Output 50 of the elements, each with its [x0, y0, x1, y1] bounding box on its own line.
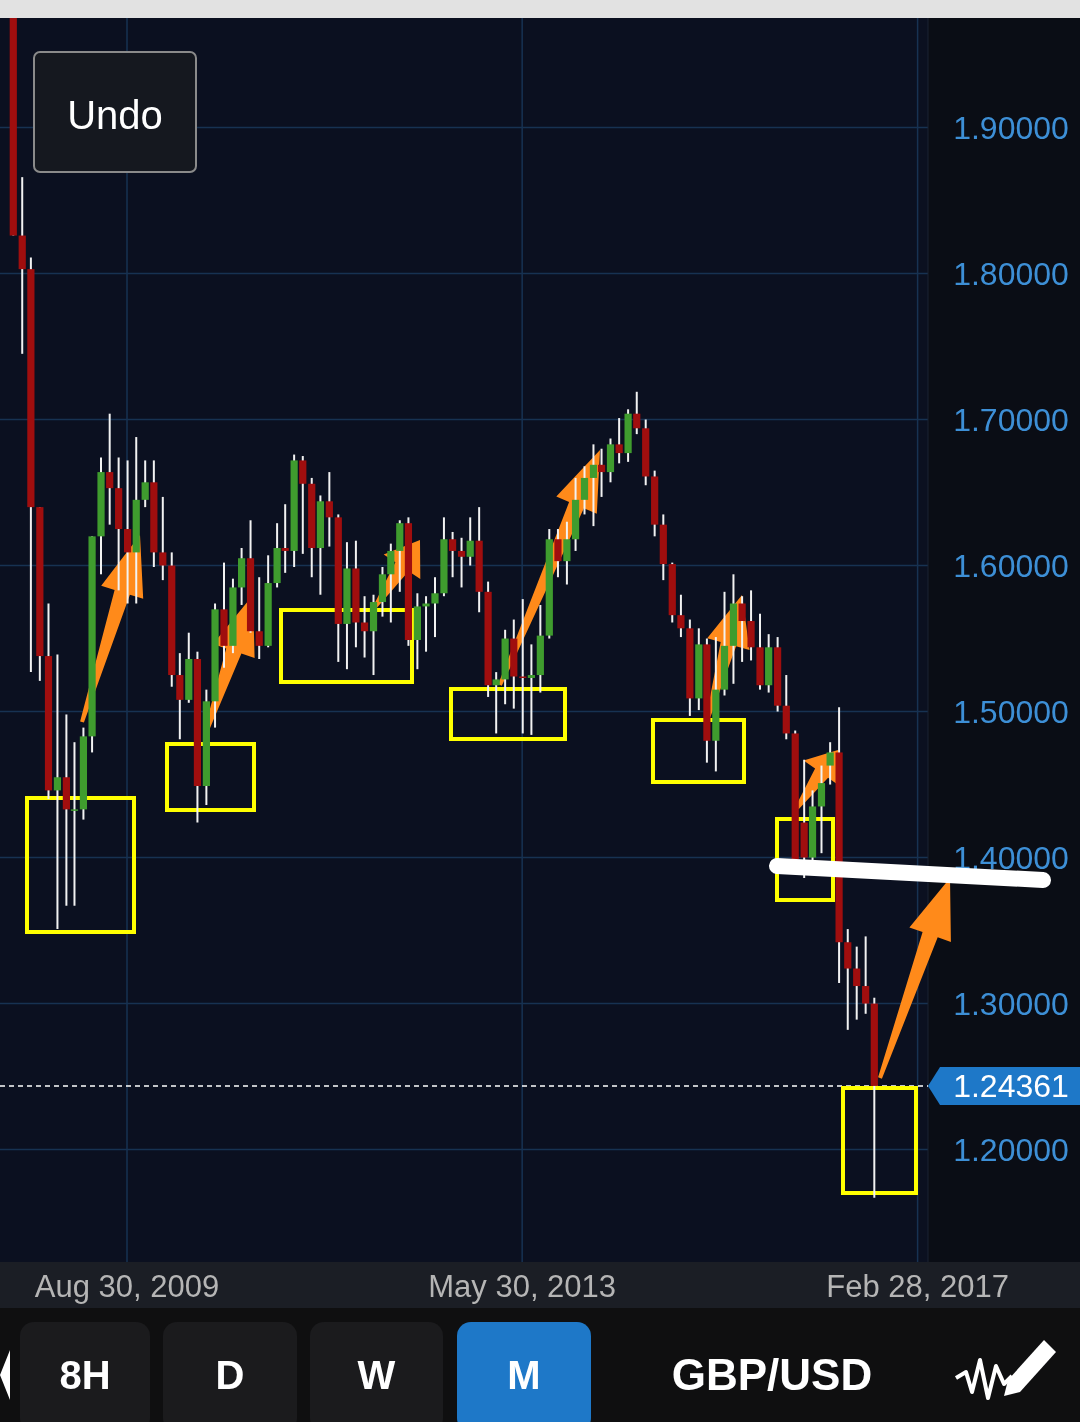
candlestick	[738, 595, 746, 663]
candlestick	[299, 455, 307, 555]
y-tick-label: 1.30000	[953, 985, 1069, 1022]
candlestick	[281, 503, 289, 574]
candlestick	[255, 576, 263, 660]
candlestick	[466, 516, 474, 567]
candlestick	[862, 935, 870, 1015]
candlestick	[449, 530, 457, 579]
candlestick	[387, 542, 395, 624]
text: GBP/USD	[671, 1350, 873, 1399]
candlestick	[422, 595, 430, 653]
candlestick	[492, 671, 500, 735]
candlestick	[580, 465, 589, 516]
candlestick	[817, 764, 826, 855]
ref-line-label: 1.24361	[953, 1067, 1069, 1104]
y-tick-label: 1.90000	[953, 109, 1069, 146]
candlestick	[563, 520, 571, 586]
candlestick	[70, 741, 79, 907]
candlestick	[360, 595, 369, 659]
text: D	[215, 1353, 245, 1397]
candlestick	[431, 576, 439, 639]
x-tick-label: May 30, 2013	[428, 1269, 617, 1304]
candlestick	[527, 643, 535, 736]
candlestick	[597, 447, 606, 498]
candlestick	[853, 945, 861, 1021]
candlestick	[633, 390, 641, 436]
y-tick-label: 1.70000	[953, 401, 1069, 438]
y-tick-label: 1.40000	[953, 839, 1069, 876]
candlestick	[325, 471, 333, 548]
candlestick	[826, 741, 834, 786]
candlestick	[123, 459, 132, 605]
x-tick-label: Aug 30, 2009	[34, 1269, 220, 1304]
text: W	[357, 1353, 396, 1397]
candlestick	[615, 417, 623, 465]
text: M	[507, 1353, 541, 1397]
candlestick	[589, 443, 598, 528]
candlestick	[457, 536, 466, 589]
x-tick-label: Feb 28, 2017	[826, 1269, 1009, 1304]
annotation: Undo	[67, 93, 163, 137]
y-tick-label: 1.50000	[953, 693, 1069, 730]
text: 8H	[59, 1353, 111, 1397]
candlestick	[106, 412, 114, 526]
y-tick-label: 1.20000	[953, 1131, 1069, 1168]
candlestick	[677, 593, 685, 639]
candlestick	[159, 495, 167, 582]
y-tick-label: 1.60000	[953, 547, 1069, 584]
candlestick	[554, 528, 562, 579]
candlestick	[141, 459, 149, 509]
y-tick-label: 1.80000	[953, 255, 1069, 292]
candlestick	[53, 653, 62, 931]
